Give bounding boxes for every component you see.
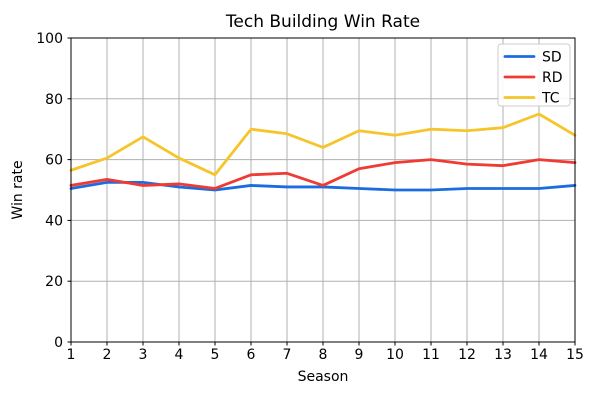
x-tick-label-15: 15 [566,347,584,363]
y-tick-label-100: 100 [36,31,63,47]
x-tick-label-13: 13 [494,347,512,363]
x-tick-label-9: 9 [355,347,364,363]
gridlines [70,37,576,343]
legend-item-rd: RD [503,70,563,86]
y-tick-label-40: 40 [45,213,63,229]
y-tick-label-20: 20 [45,274,63,290]
x-tick-label-2: 2 [103,347,112,363]
x-tick-label-10: 10 [386,347,404,363]
legend-label-sd: SD [542,50,562,66]
series-line-rd [69,158,577,190]
x-tick-label-5: 5 [211,347,220,363]
x-tick-label-1: 1 [67,347,76,363]
y-tick-label-80: 80 [45,92,63,108]
x-tick-label-14: 14 [530,347,548,363]
y-tick-label-60: 60 [45,153,63,169]
series-lines [69,112,577,192]
y-axis-ticks: 0 20 40 60 80 100 [36,31,71,351]
legend-label-rd: RD [542,70,563,86]
x-tick-label-4: 4 [175,347,184,363]
legend-item-tc: TC [503,91,560,107]
series-line-tc [69,112,577,177]
x-tick-label-6: 6 [247,347,256,363]
x-tick-label-7: 7 [283,347,292,363]
x-tick-label-3: 3 [139,347,148,363]
x-axis-ticks: 1 2 3 4 5 6 7 8 9 10 11 12 13 14 15 [67,342,584,363]
x-tick-label-12: 12 [458,347,476,363]
legend-box [497,43,571,107]
x-axis-label: Season [298,369,349,385]
legend-label-tc: TC [541,91,560,107]
x-tick-label-11: 11 [422,347,440,363]
chart-title: Tech Building Win Rate [225,12,420,32]
y-tick-label-0: 0 [54,335,63,351]
legend-item-sd: SD [503,50,562,66]
legend: SD RD TC [497,43,571,107]
y-axis-label: Win rate [10,160,26,219]
x-tick-label-8: 8 [319,347,328,363]
